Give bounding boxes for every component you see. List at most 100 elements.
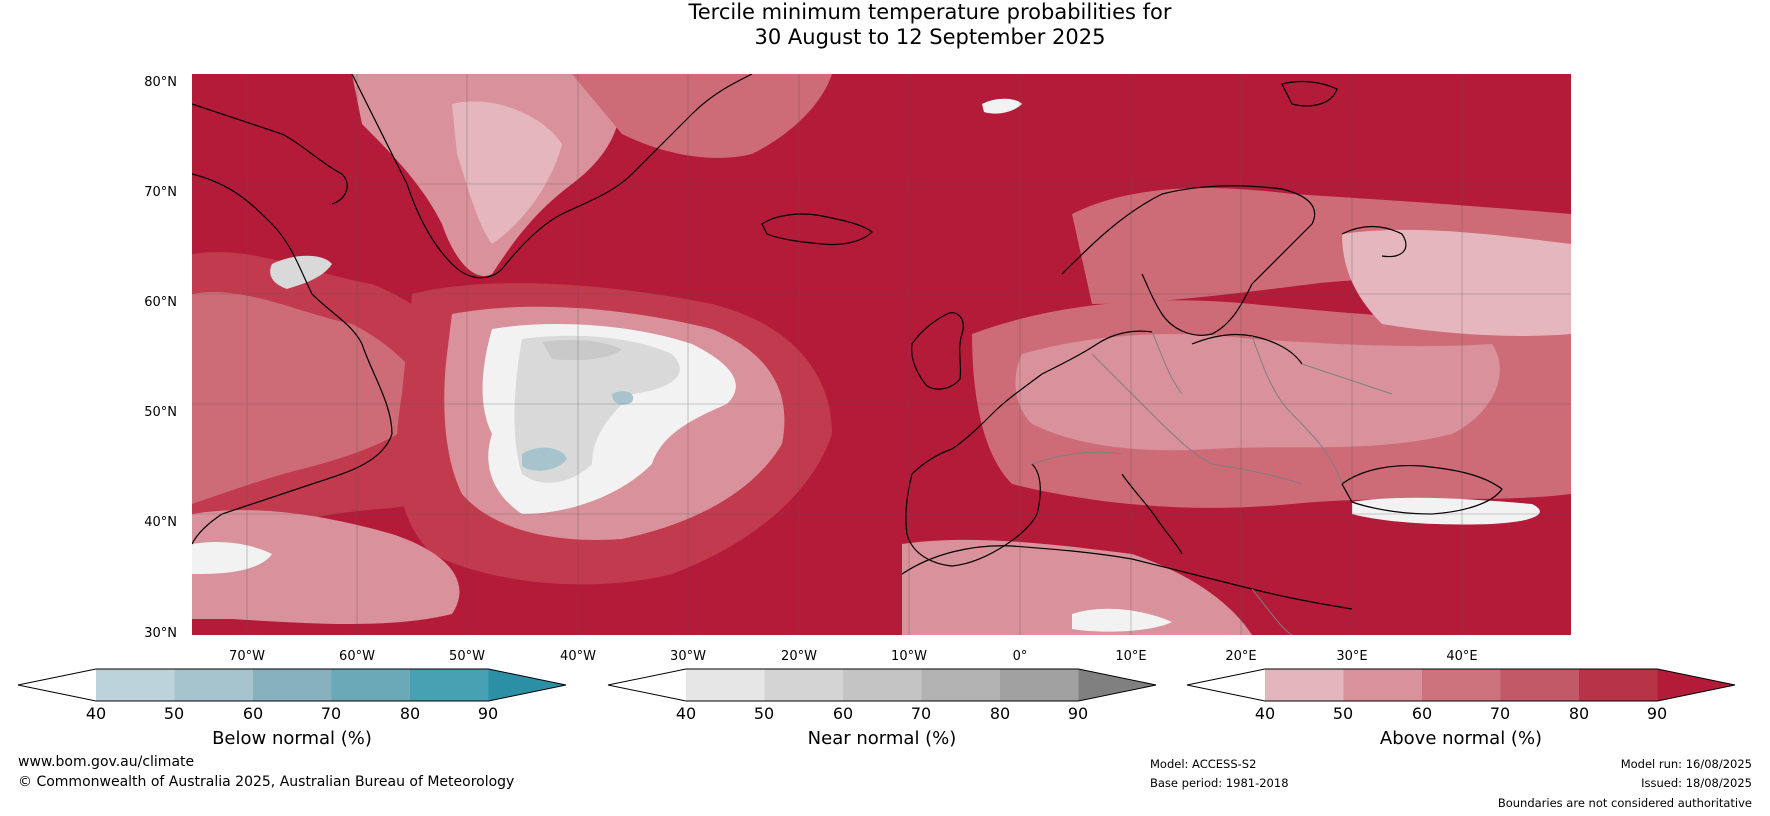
colorbar-below-svg bbox=[17, 668, 567, 702]
coastline-north-africa bbox=[901, 545, 1353, 610]
coastline-scandinavia bbox=[1061, 185, 1316, 336]
footer-disclaimer: Boundaries are not considered authoritat… bbox=[1497, 796, 1752, 810]
lon-label-70w: 70°W bbox=[229, 649, 265, 664]
coastline-baffin bbox=[192, 103, 348, 205]
cbar-near-extend-low bbox=[608, 669, 686, 701]
colorbar-above-svg bbox=[1186, 668, 1736, 702]
coastline-whitesea bbox=[1341, 225, 1407, 258]
lat-label-40n: 40°N bbox=[144, 515, 177, 530]
cbar-above-tick-90: 90 bbox=[1646, 704, 1668, 723]
cbar-below-tick-60: 60 bbox=[242, 704, 264, 723]
cbar-below-tick-70: 70 bbox=[320, 704, 342, 723]
cbar-below-tick-80: 80 bbox=[399, 704, 421, 723]
colorbar-above-normal bbox=[1186, 668, 1737, 702]
lon-label-30w: 30°W bbox=[670, 649, 706, 664]
cbar-near-tick-70: 70 bbox=[910, 704, 932, 723]
cbar-above-seg-1 bbox=[1265, 669, 1344, 701]
cbar-above-tick-40: 40 bbox=[1254, 704, 1276, 723]
cbar-near-tick-60: 60 bbox=[832, 704, 854, 723]
near-normal-zone-labrador bbox=[270, 255, 332, 289]
country-borders bbox=[1031, 331, 1393, 635]
coastline-labrador bbox=[192, 173, 393, 545]
cbar-near-tick-90: 90 bbox=[1067, 704, 1089, 723]
map-svg bbox=[192, 74, 1571, 635]
cbar-above-label: Above normal (%) bbox=[1379, 728, 1543, 749]
lon-label-10e: 10°E bbox=[1115, 649, 1147, 664]
cbar-below-tick-90: 90 bbox=[477, 704, 499, 723]
footer-issued: Issued: 18/08/2025 bbox=[1641, 776, 1752, 790]
prob-zone-greenland-pale bbox=[452, 101, 562, 244]
footer-copyright: © Commonwealth of Australia 2025, Austra… bbox=[18, 774, 515, 790]
lat-label-70n: 70°N bbox=[144, 185, 177, 200]
footer-model-run: Model run: 16/08/2025 bbox=[1620, 757, 1752, 771]
cbar-below-seg-2 bbox=[174, 669, 253, 701]
cbar-above-tick-80: 80 bbox=[1568, 704, 1590, 723]
lat-label-30n: 30°N bbox=[144, 626, 177, 641]
cbar-below-seg-4 bbox=[331, 669, 410, 701]
cbar-near-extend-high bbox=[1078, 669, 1156, 701]
border-line-5 bbox=[1211, 463, 1303, 485]
lon-label-0: 0° bbox=[1012, 649, 1028, 664]
lon-label-20e: 20°E bbox=[1225, 649, 1257, 664]
border-line-3 bbox=[1251, 335, 1343, 485]
cbar-above-tick-50: 50 bbox=[1332, 704, 1354, 723]
lon-label-40w: 40°W bbox=[560, 649, 596, 664]
lon-label-10w: 10°W bbox=[891, 649, 927, 664]
cbar-near-seg-5 bbox=[1000, 669, 1079, 701]
lon-label-30e: 30°E bbox=[1336, 649, 1368, 664]
cbar-below-extend-low bbox=[18, 669, 96, 701]
cbar-near-seg-2 bbox=[764, 669, 843, 701]
border-line-7 bbox=[1251, 588, 1293, 635]
cbar-above-seg-4 bbox=[1500, 669, 1579, 701]
coastline-svalbard bbox=[1281, 80, 1338, 107]
cbar-below-tick-40: 40 bbox=[85, 704, 107, 723]
cbar-above-seg-5 bbox=[1579, 669, 1658, 701]
cbar-near-outline bbox=[607, 668, 1157, 702]
below-normal-zone-atlantic-2 bbox=[612, 391, 634, 405]
coastline-iberia bbox=[905, 463, 1041, 567]
near-normal-zone-atlantic-dark bbox=[542, 340, 622, 361]
border-line-6 bbox=[1031, 451, 1123, 465]
cbar-near-seg-3 bbox=[843, 669, 922, 701]
cbar-near-tick-50: 50 bbox=[753, 704, 775, 723]
lat-label-50n: 50°N bbox=[144, 405, 177, 420]
cbar-below-seg-3 bbox=[253, 669, 332, 701]
coastline-blacksea bbox=[1341, 465, 1503, 515]
cbar-below-extend-high bbox=[488, 669, 566, 701]
below-normal-zone-atlantic bbox=[522, 447, 567, 471]
cbar-near-seg-1 bbox=[686, 669, 765, 701]
cbar-above-seg-3 bbox=[1422, 669, 1501, 701]
prob-zone-arctic bbox=[572, 74, 832, 158]
chart-title: Tercile minimum temperature probabilitie… bbox=[0, 0, 1770, 50]
border-line-4 bbox=[1301, 363, 1393, 395]
coastline-ireland-uk bbox=[911, 312, 964, 390]
cbar-below-label: Below normal (%) bbox=[212, 728, 372, 749]
footer-base-period: Base period: 1981-2018 bbox=[1150, 776, 1289, 790]
lon-label-40e: 40°E bbox=[1446, 649, 1478, 664]
prob-zone-southwest bbox=[192, 510, 460, 624]
cbar-above-extend-high bbox=[1657, 669, 1735, 701]
border-line-2 bbox=[1151, 331, 1183, 395]
lon-label-50w: 50°W bbox=[449, 649, 485, 664]
cbar-below-seg-5 bbox=[410, 669, 489, 701]
lat-label-60n: 60°N bbox=[144, 295, 177, 310]
cbar-below-tick-50: 50 bbox=[163, 704, 185, 723]
colorbar-below-normal bbox=[17, 668, 568, 702]
colorbar-near-normal bbox=[607, 668, 1158, 702]
prob-zone-north-africa bbox=[902, 539, 1252, 635]
title-line-1: Tercile minimum temperature probabilitie… bbox=[688, 0, 1172, 24]
near-normal-zone-atlantic-core bbox=[514, 335, 680, 483]
cbar-above-tick-60: 60 bbox=[1411, 704, 1433, 723]
graticule bbox=[192, 74, 1571, 635]
lat-label-80n: 80°N bbox=[144, 75, 177, 90]
lon-label-60w: 60°W bbox=[339, 649, 375, 664]
near-normal-zone-blacksea bbox=[1352, 497, 1540, 525]
footer-model: Model: ACCESS-S2 bbox=[1150, 757, 1257, 771]
prob-zone-russia-light bbox=[1342, 229, 1571, 336]
title-line-2: 30 August to 12 September 2025 bbox=[754, 25, 1106, 49]
prob-zone-canada-light bbox=[192, 291, 432, 504]
colorbar-near-svg bbox=[607, 668, 1157, 702]
border-line-1 bbox=[1091, 353, 1213, 465]
near-normal-zone-africa bbox=[1072, 608, 1172, 632]
lon-label-20w: 20°W bbox=[781, 649, 817, 664]
